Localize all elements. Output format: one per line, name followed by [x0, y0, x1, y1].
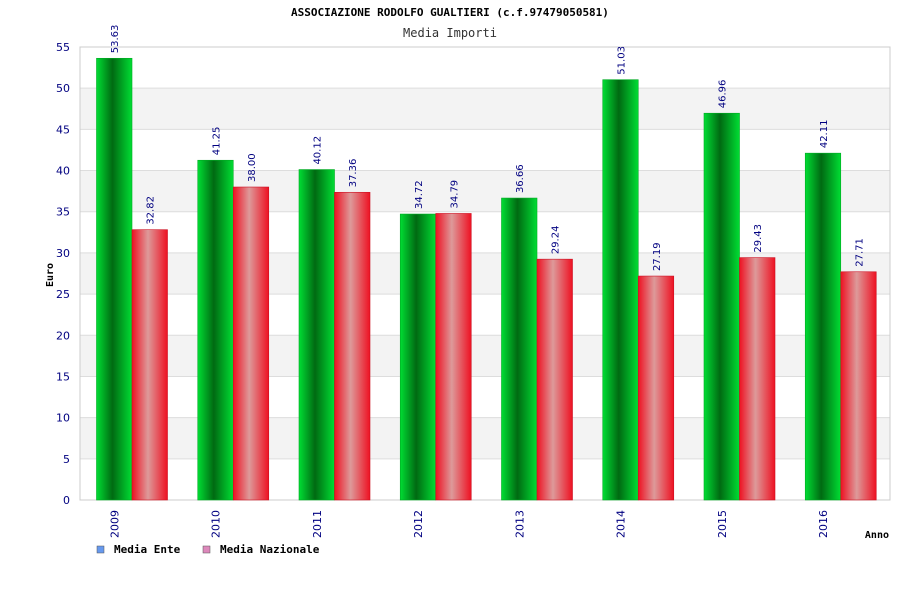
chart-title: ASSOCIAZIONE RODOLFO GUALTIERI (c.f.9747… — [291, 6, 609, 19]
chart-subtitle: Media Importi — [403, 26, 497, 40]
y-tick-label: 25 — [56, 288, 70, 301]
y-tick-label: 40 — [56, 165, 70, 178]
y-tick-label: 20 — [56, 329, 70, 342]
x-tick-label-2015: 2015 — [716, 510, 729, 538]
x-tick-label-2012: 2012 — [412, 510, 425, 538]
y-tick-label: 50 — [56, 82, 70, 95]
data-label-media-nazionale-2014: 27.19 — [652, 242, 663, 271]
y-tick-label: 0 — [63, 494, 70, 507]
data-label-media-nazionale-2015: 29.43 — [753, 224, 764, 253]
data-label-media-nazionale-2016: 27.71 — [855, 238, 866, 267]
legend-swatch-media-nazionale — [202, 545, 211, 554]
legend: Media Ente Media Nazionale — [96, 543, 320, 556]
bar-media-nazionale-2013 — [536, 258, 573, 501]
x-tick-label-2010: 2010 — [210, 510, 223, 538]
x-axis-ticks: 2009 2010 2011 2012 2013 2014 2015 2016 — [108, 510, 830, 538]
y-tick-label: 10 — [56, 412, 70, 425]
bar-media-ente-2014 — [602, 79, 639, 501]
y-axis-label: Euro — [45, 263, 56, 287]
legend-label-media-ente: Media Ente — [114, 543, 181, 556]
bar-media-nazionale-2014 — [637, 275, 675, 501]
bar-media-nazionale-2009 — [131, 229, 168, 501]
bar-media-ente-2011 — [298, 169, 335, 501]
data-label-media-ente-2014: 51.03 — [617, 46, 628, 75]
bar-media-nazionale-2015 — [739, 257, 776, 501]
y-tick-label: 45 — [56, 123, 70, 136]
data-label-media-nazionale-2013: 29.24 — [551, 226, 562, 255]
legend-swatch-media-ente — [96, 545, 105, 554]
bar-media-nazionale-2016 — [840, 271, 877, 501]
data-labels-group: 53.63 32.82 41.25 38.00 40.12 37.36 34.72 34.79… — [110, 25, 865, 271]
grid-band — [80, 88, 890, 130]
bar-media-nazionale-2010 — [232, 186, 270, 501]
y-tick-label: 35 — [56, 206, 70, 219]
x-tick-label-2011: 2011 — [311, 510, 324, 538]
x-tick-label-2009: 2009 — [108, 510, 121, 538]
bar-media-ente-2012 — [399, 213, 437, 501]
data-label-media-nazionale-2012: 34.79 — [450, 180, 461, 209]
data-label-media-ente-2010: 41.25 — [212, 127, 223, 156]
bars-group — [96, 57, 877, 501]
y-tick-label: 15 — [56, 370, 70, 383]
y-tick-label: 55 — [56, 41, 70, 54]
data-label-media-nazionale-2011: 37.36 — [348, 159, 359, 188]
data-label-media-ente-2016: 42.11 — [819, 120, 830, 149]
bar-media-ente-2016 — [804, 152, 842, 501]
x-tick-label-2016: 2016 — [817, 510, 830, 538]
y-tick-label: 30 — [56, 247, 70, 260]
data-label-media-nazionale-2010: 38.00 — [247, 153, 258, 182]
data-label-media-ente-2012: 34.72 — [414, 180, 425, 209]
y-tick-label: 5 — [63, 453, 70, 466]
bar-media-ente-2015 — [703, 112, 740, 501]
x-tick-label-2013: 2013 — [513, 510, 526, 538]
y-axis-ticks: 0 5 10 15 20 25 30 35 40 45 50 55 — [56, 41, 70, 507]
data-label-media-ente-2011: 40.12 — [313, 136, 324, 165]
plot-border — [79, 46, 891, 501]
bar-media-ente-2009 — [96, 57, 133, 501]
bar-media-ente-2013 — [501, 197, 538, 501]
x-tick-label-2014: 2014 — [615, 510, 628, 538]
bar-media-nazionale-2012 — [435, 213, 472, 501]
data-label-media-ente-2013: 36.66 — [515, 164, 526, 193]
data-label-media-ente-2009: 53.63 — [110, 25, 121, 54]
x-axis-label: Anno — [865, 530, 889, 541]
bar-media-nazionale-2011 — [334, 191, 371, 501]
data-label-media-ente-2015: 46.96 — [718, 80, 729, 109]
data-label-media-nazionale-2009: 32.82 — [146, 196, 157, 225]
legend-label-media-nazionale: Media Nazionale — [220, 543, 320, 556]
bar-media-ente-2010 — [197, 159, 234, 501]
